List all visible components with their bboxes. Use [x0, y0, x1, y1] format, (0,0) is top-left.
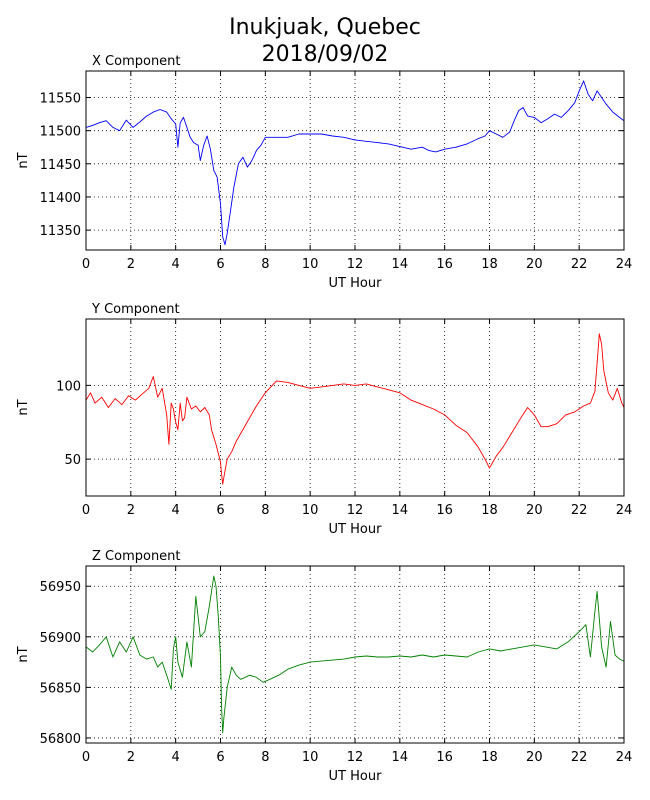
z-x-tick-label: 4	[172, 750, 180, 765]
z-y-tick-label: 56900	[40, 631, 81, 646]
z-x-tick-label: 8	[261, 750, 269, 765]
x-component-series-line	[85, 80, 625, 246]
y-x-tick-label: 4	[172, 503, 180, 518]
y-x-tick-label: 12	[347, 503, 364, 518]
z-x-tick-label: 0	[82, 750, 90, 765]
z-y-tick-label: 56950	[40, 580, 81, 595]
x-x-tick-label: 14	[392, 257, 409, 272]
z-x-tick-label: 20	[526, 750, 543, 765]
y-component-series-line	[85, 333, 625, 485]
x-x-axis-label: UT Hour	[329, 276, 383, 291]
x-component-panel: 0 2 4 6 8 10 12 14 16 18 20 22 241135011400114501150…	[16, 54, 632, 291]
y-component-title: Y Component	[91, 302, 180, 317]
x-component-title: X Component	[92, 54, 181, 69]
x-y-tick-label: 11350	[40, 224, 81, 239]
z-y-tick-label: 56800	[40, 732, 81, 747]
x-x-tick-label: 4	[172, 257, 180, 272]
x-x-tick-label: 16	[436, 257, 453, 272]
y-x-tick-label: 22	[571, 503, 588, 518]
y-x-tick-label: 6	[216, 503, 224, 518]
x-y-tick-label: 11400	[40, 191, 81, 206]
z-y-axis-label: nT	[16, 646, 31, 662]
x-x-tick-label: 12	[347, 257, 364, 272]
figure-title: Inukjuak, Quebec	[229, 15, 421, 40]
y-x-tick-label: 24	[616, 503, 633, 518]
y-x-tick-label: 0	[82, 503, 90, 518]
z-x-tick-label: 12	[347, 750, 364, 765]
x-x-tick-label: 2	[127, 257, 135, 272]
y-x-axis-label: UT Hour	[329, 522, 383, 537]
z-x-tick-label: 24	[616, 750, 633, 765]
y-x-tick-label: 16	[436, 503, 453, 518]
x-x-tick-label: 24	[616, 257, 633, 272]
x-y-tick-label: 11450	[40, 158, 81, 173]
x-x-tick-label: 18	[481, 257, 498, 272]
x-x-tick-label: 0	[82, 257, 90, 272]
z-component-panel: 0 2 4 6 8 10 12 14 16 18 20 22 245680056850569005695…	[16, 549, 632, 784]
figure-date: 2018/09/02	[262, 42, 389, 67]
z-x-tick-label: 14	[392, 750, 409, 765]
z-x-tick-label: 10	[302, 750, 319, 765]
z-y-tick-label: 56850	[40, 681, 81, 696]
z-component-series-line	[85, 575, 625, 734]
x-y-axis-label: nT	[16, 152, 31, 168]
x-x-tick-label: 22	[571, 257, 588, 272]
y-x-tick-label: 18	[481, 503, 498, 518]
y-x-tick-label: 8	[261, 503, 269, 518]
y-x-tick-label: 20	[526, 503, 543, 518]
z-component-title: Z Component	[92, 549, 181, 564]
y-x-tick-label: 2	[127, 503, 135, 518]
y-x-tick-label: 10	[302, 503, 319, 518]
x-x-tick-label: 10	[302, 257, 319, 272]
z-x-tick-label: 18	[481, 750, 498, 765]
z-x-tick-label: 22	[571, 750, 588, 765]
z-x-axis-label: UT Hour	[329, 769, 383, 784]
x-y-tick-label: 11500	[40, 125, 81, 140]
x-y-tick-label: 11550	[40, 92, 81, 107]
z-x-tick-label: 6	[216, 750, 224, 765]
x-x-tick-label: 8	[261, 257, 269, 272]
y-x-tick-label: 14	[392, 503, 409, 518]
y-y-tick-label: 100	[56, 379, 81, 394]
y-y-tick-label: 50	[64, 453, 81, 468]
z-x-tick-label: 16	[436, 750, 453, 765]
y-y-axis-label: nT	[16, 399, 31, 415]
x-x-tick-label: 20	[526, 257, 543, 272]
x-x-tick-label: 6	[216, 257, 224, 272]
z-x-tick-label: 2	[127, 750, 135, 765]
